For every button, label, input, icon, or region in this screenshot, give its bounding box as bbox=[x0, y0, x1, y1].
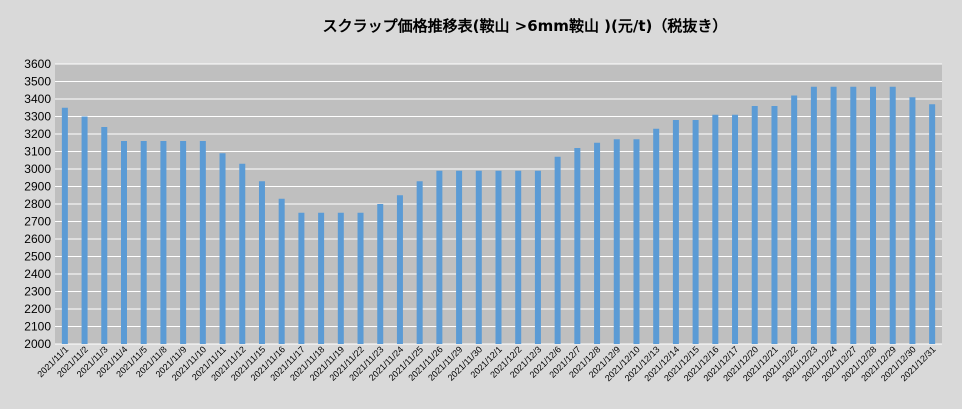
bar bbox=[298, 212, 305, 344]
y-tick-label: 3300 bbox=[24, 110, 51, 124]
bar bbox=[732, 114, 739, 344]
y-tick-label: 2800 bbox=[24, 197, 51, 211]
bar bbox=[791, 95, 798, 344]
bar bbox=[140, 141, 147, 344]
bar bbox=[436, 170, 443, 344]
chart-title: スクラップ価格推移表(鞍山 >6mm鞍山 )(元/t)（税抜き） bbox=[323, 17, 728, 35]
y-tick-label: 3500 bbox=[24, 75, 51, 89]
bars bbox=[61, 86, 936, 344]
y-tick-label: 2200 bbox=[24, 302, 51, 316]
bar bbox=[594, 142, 601, 344]
bar bbox=[61, 107, 68, 344]
bar bbox=[672, 120, 679, 344]
bar bbox=[219, 153, 226, 344]
bar bbox=[771, 106, 778, 344]
bar bbox=[258, 181, 265, 344]
y-tick-label: 3200 bbox=[24, 127, 51, 141]
bar bbox=[495, 170, 502, 344]
bar bbox=[613, 139, 620, 344]
y-tick-label: 2100 bbox=[24, 320, 51, 334]
y-tick-label: 2700 bbox=[24, 215, 51, 229]
bar bbox=[633, 139, 640, 344]
bar bbox=[889, 86, 896, 344]
bar bbox=[318, 212, 325, 344]
y-tick-label: 2900 bbox=[24, 180, 51, 194]
bar bbox=[101, 127, 108, 344]
y-tick-label: 2500 bbox=[24, 250, 51, 264]
y-axis: 2000 2100 2200 2300 2400 2500 2600 2700 2800 2900… bbox=[24, 57, 51, 351]
bar bbox=[475, 170, 482, 344]
y-tick-label: 2600 bbox=[24, 232, 51, 246]
bar bbox=[929, 104, 936, 344]
bar bbox=[534, 170, 541, 344]
bar bbox=[239, 163, 246, 344]
bar bbox=[377, 204, 384, 344]
bar bbox=[810, 86, 817, 344]
bar bbox=[180, 141, 187, 344]
bar bbox=[653, 128, 660, 344]
bar bbox=[751, 106, 758, 344]
bar bbox=[870, 86, 877, 344]
bar bbox=[357, 212, 364, 344]
bar bbox=[160, 141, 167, 344]
y-tick-label: 2300 bbox=[24, 285, 51, 299]
y-tick-label: 3600 bbox=[24, 57, 51, 71]
bar bbox=[515, 170, 522, 344]
bar bbox=[456, 170, 463, 344]
y-tick-label: 2000 bbox=[24, 337, 51, 351]
bar bbox=[712, 114, 719, 344]
bar bbox=[278, 198, 285, 344]
bar bbox=[416, 181, 423, 344]
bar bbox=[554, 156, 561, 344]
bar bbox=[199, 141, 206, 344]
bar bbox=[120, 141, 127, 344]
bar bbox=[81, 116, 88, 344]
bar bbox=[830, 86, 837, 344]
bar bbox=[337, 212, 344, 344]
bar bbox=[850, 86, 857, 344]
bar bbox=[396, 195, 403, 344]
y-tick-label: 3000 bbox=[24, 162, 51, 176]
y-tick-label: 3100 bbox=[24, 145, 51, 159]
y-tick-label: 3400 bbox=[24, 92, 51, 106]
bar bbox=[574, 148, 581, 344]
y-tick-label: 2400 bbox=[24, 267, 51, 281]
bar bbox=[692, 120, 699, 344]
bar bbox=[909, 97, 916, 344]
